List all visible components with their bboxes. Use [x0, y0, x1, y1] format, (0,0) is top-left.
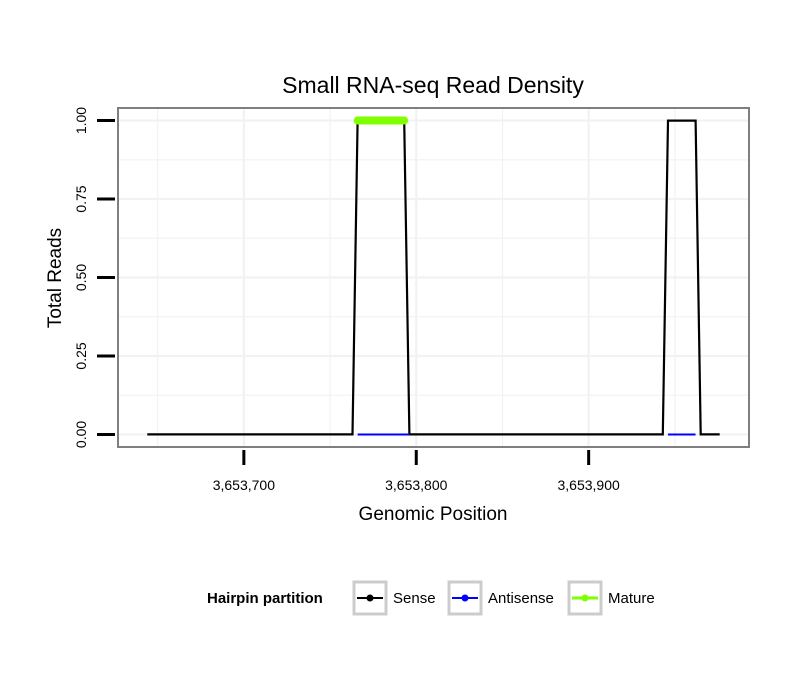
legend-key-point: [366, 594, 374, 602]
axis-ticks: 3,653,700 3,653,800 3,653,900 0.00 0.25 0.50 0…: [73, 107, 620, 493]
legend-key-point: [461, 594, 469, 602]
x-tick-label: 3,653,900: [558, 477, 620, 493]
plot-panel: [117, 107, 750, 448]
y-axis-title: Total Reads: [45, 228, 66, 328]
x-tick-label: 3,653,800: [385, 477, 447, 493]
y-tick-label: 0.50: [73, 264, 89, 291]
x-tick-label: 3,653,700: [213, 477, 275, 493]
legend-label: Sense: [393, 590, 436, 607]
y-tick-label: 0.75: [73, 185, 89, 212]
legend-key-point: [581, 594, 589, 602]
grid-lines: [118, 108, 749, 447]
chart-title: Small RNA-seq Read Density: [282, 72, 584, 98]
legend: Hairpin partition Sense Antisense Mature: [207, 580, 655, 616]
y-tick-label: 0.25: [73, 342, 89, 369]
y-tick-label: 1.00: [73, 107, 89, 134]
x-axis-title: Genomic Position: [359, 504, 508, 525]
series-layer: [147, 116, 720, 436]
legend-label: Mature: [608, 590, 655, 607]
series-line-sense: [147, 119, 720, 436]
legend-label: Antisense: [488, 590, 554, 607]
legend-title: Hairpin partition: [207, 590, 323, 607]
y-tick-label: 0.00: [73, 421, 89, 448]
